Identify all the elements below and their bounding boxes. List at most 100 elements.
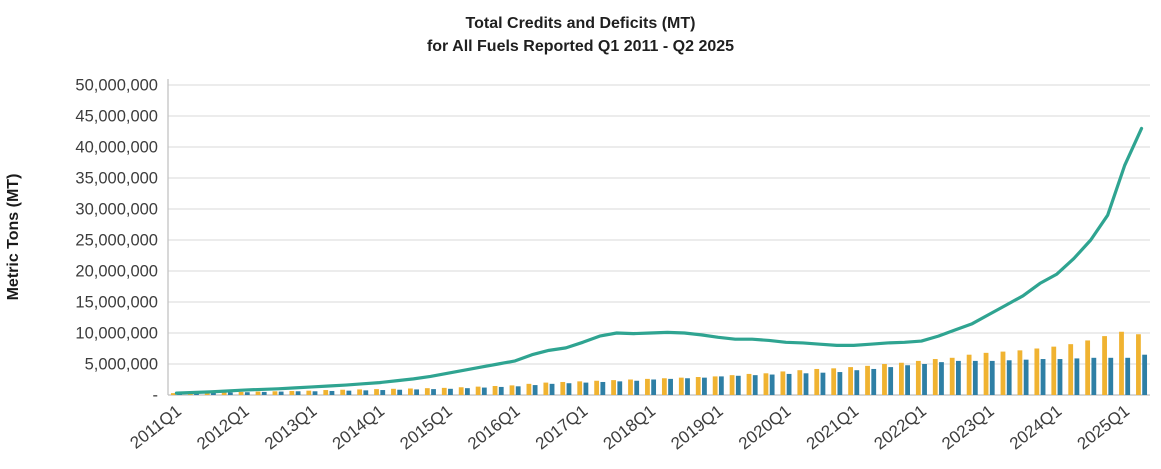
x-tick-label: 2013Q1 — [261, 401, 320, 453]
deficit-bar — [1091, 357, 1097, 395]
x-tick-label: 2016Q1 — [464, 401, 523, 453]
y-tick-label: 30,000,000 — [75, 201, 158, 219]
deficit-bar — [888, 367, 894, 395]
deficit-bar — [820, 372, 826, 395]
credit-bar — [1068, 344, 1074, 395]
deficit-bar — [1006, 360, 1012, 395]
credit-bar — [543, 382, 549, 395]
x-tick-label: 2024Q1 — [1006, 401, 1065, 453]
deficit-bar — [752, 375, 758, 395]
deficit-bar — [414, 389, 419, 395]
credit-bar — [475, 386, 481, 395]
credit-bar — [594, 380, 600, 395]
deficit-bar — [464, 388, 470, 395]
deficit-bar — [532, 385, 538, 395]
credit-bar — [797, 370, 803, 395]
credit-bar — [763, 373, 769, 395]
deficit-bar — [227, 392, 233, 395]
credit-bar — [289, 390, 295, 395]
deficit-bar — [1125, 357, 1131, 395]
deficit-bar — [295, 391, 301, 395]
credit-bar — [932, 359, 938, 395]
deficit-bar — [515, 386, 521, 395]
credit-bar — [204, 392, 210, 395]
deficit-bar — [431, 389, 436, 395]
y-tick-label: 35,000,000 — [75, 170, 158, 188]
y-tick-label: 20,000,000 — [75, 263, 158, 281]
deficit-bar — [194, 393, 199, 395]
chart-title-line2: for All Fuels Reported Q1 2011 - Q2 2025 — [426, 38, 735, 56]
deficit-bar — [989, 360, 995, 395]
credit-bar — [949, 357, 955, 395]
y-tick-label: 25,000,000 — [75, 232, 158, 250]
deficit-bar — [617, 381, 623, 395]
x-tick-label: 2017Q1 — [532, 401, 591, 453]
credit-bar — [780, 371, 786, 395]
x-tick-label: 2021Q1 — [803, 401, 862, 453]
deficit-bar — [261, 391, 267, 395]
x-tick-label: 2018Q1 — [600, 401, 659, 453]
deficit-bar — [922, 364, 927, 395]
x-tick-label: 2014Q1 — [329, 401, 388, 453]
deficit-bar — [380, 390, 386, 395]
deficit-bar — [718, 376, 724, 395]
credit-bar — [695, 377, 701, 395]
credit-bar — [1000, 351, 1006, 395]
credit-bar — [221, 392, 227, 395]
x-tick-label: 2022Q1 — [871, 401, 930, 453]
credit-bar — [492, 386, 498, 395]
credit-bar — [661, 378, 667, 395]
deficit-bar — [600, 381, 606, 395]
y-tick-label: 15,000,000 — [75, 294, 158, 312]
credit-bar — [577, 381, 583, 395]
deficit-bar — [955, 360, 961, 395]
y-tick-label: 5,000,000 — [85, 356, 158, 374]
credit-bar — [323, 390, 329, 395]
deficit-bar — [481, 387, 487, 395]
credit-bar — [509, 385, 515, 395]
chart-title: Total Credits and Deficits (MT) for All … — [0, 12, 1161, 58]
credit-bar — [899, 362, 904, 395]
credit-bar — [1017, 350, 1023, 395]
credit-bar — [272, 391, 278, 395]
x-tick-label: 2020Q1 — [735, 401, 794, 453]
deficit-bar — [685, 378, 690, 395]
deficit-bar — [905, 365, 910, 395]
deficit-bar — [837, 372, 843, 395]
credit-bar — [255, 391, 261, 395]
credit-bar — [424, 388, 430, 395]
credit-bar — [441, 387, 447, 395]
deficit-bar — [871, 368, 877, 395]
y-tick-label: 45,000,000 — [75, 108, 158, 126]
credit-bar — [1085, 340, 1091, 395]
credit-bar — [645, 378, 650, 395]
y-axis-label: Metric Tons (MT) — [5, 173, 22, 301]
credit-bar — [848, 367, 854, 395]
credit-bar — [374, 389, 379, 395]
x-tick-label: 2011Q1 — [127, 401, 185, 452]
deficit-bar — [702, 377, 707, 395]
deficit-bar — [972, 360, 978, 395]
credit-bar — [340, 389, 346, 395]
deficit-bar — [1108, 357, 1114, 395]
x-tick-label: 2023Q1 — [938, 401, 997, 453]
credit-bar — [1102, 336, 1107, 395]
deficit-bar — [668, 378, 673, 395]
deficit-bar — [1074, 358, 1080, 395]
deficit-bar — [211, 392, 216, 395]
credit-bar — [611, 380, 616, 395]
deficit-bar — [769, 374, 775, 395]
deficit-bar — [448, 388, 453, 395]
credit-bar — [408, 388, 413, 395]
deficit-bar — [786, 373, 792, 395]
deficit-bar — [939, 362, 944, 395]
credit-bar — [1051, 346, 1057, 395]
deficit-bar — [244, 392, 250, 395]
deficit-bar — [735, 375, 741, 395]
credit-bar — [865, 365, 870, 395]
y-tick-label: - — [153, 387, 159, 405]
credit-bar — [678, 377, 684, 395]
credit-bar — [729, 375, 735, 395]
credit-bar — [712, 376, 718, 395]
